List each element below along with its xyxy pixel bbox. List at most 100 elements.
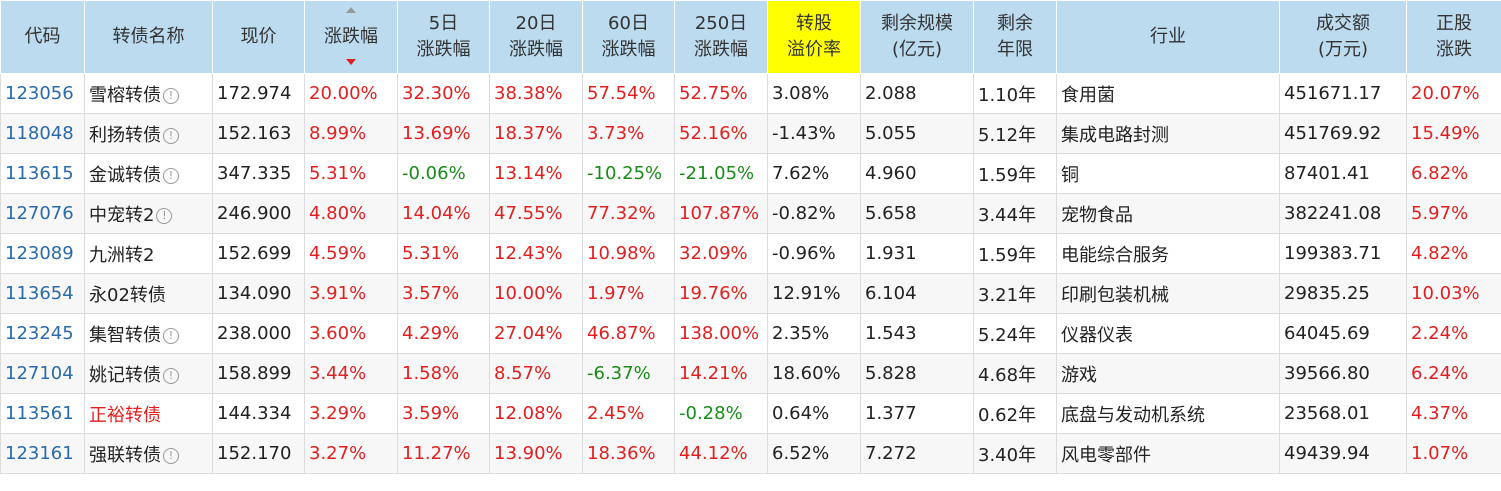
cell-volume-text: 199383.71 bbox=[1284, 243, 1382, 264]
cell-volume: 199383.71 bbox=[1279, 233, 1407, 274]
cell-name[interactable]: 雪榕转债! bbox=[84, 73, 213, 114]
table-row[interactable]: 123245 集智转债! 238.000 3.60% 4.29% 27.04% 46.87%… bbox=[0, 313, 1501, 354]
cell-code-text[interactable]: 113561 bbox=[5, 403, 74, 424]
col-chg250[interactable]: 250日 涨跌幅 bbox=[674, 0, 768, 74]
cell-code-text[interactable]: 113654 bbox=[5, 283, 74, 304]
cell-years-text: 4.68年 bbox=[978, 364, 1037, 386]
cell-name[interactable]: 永02转债 bbox=[84, 273, 213, 314]
cell-chg5: 1.58% bbox=[397, 353, 490, 394]
col-premium[interactable]: 转股 溢价率 bbox=[767, 0, 861, 74]
cell-name[interactable]: 姚记转债! bbox=[84, 353, 213, 394]
cell-name-text[interactable]: 金诚转债 bbox=[89, 164, 161, 186]
cell-code-text[interactable]: 123089 bbox=[5, 243, 74, 264]
cell-chg60-text: 57.54% bbox=[587, 83, 656, 104]
cell-code-text[interactable]: 113615 bbox=[5, 163, 74, 184]
cell-code-text[interactable]: 127104 bbox=[5, 363, 74, 384]
cell-change-text: 5.31% bbox=[309, 163, 367, 184]
cell-name-text[interactable]: 中宠转2 bbox=[89, 204, 155, 226]
cell-name-text[interactable]: 永02转债 bbox=[89, 284, 166, 306]
cell-industry: 风电零部件 bbox=[1056, 433, 1280, 474]
cell-code[interactable]: 118048 bbox=[0, 113, 85, 154]
col-name[interactable]: 转债名称 bbox=[84, 0, 213, 74]
cell-code[interactable]: 127104 bbox=[0, 353, 85, 394]
info-icon[interactable]: ! bbox=[163, 167, 179, 184]
col-volume[interactable]: 成交额 (万元) bbox=[1279, 0, 1407, 74]
cell-code[interactable]: 123161 bbox=[0, 433, 85, 474]
cell-code-text[interactable]: 118048 bbox=[5, 123, 74, 144]
cell-chg20: 18.37% bbox=[489, 113, 583, 154]
cell-chg60-text: 1.97% bbox=[587, 283, 645, 304]
col-chg20[interactable]: 20日 涨跌幅 bbox=[489, 0, 583, 74]
cell-stock-change-text: 4.37% bbox=[1411, 403, 1469, 424]
col-chg5[interactable]: 5日 涨跌幅 bbox=[397, 0, 490, 74]
cell-stock-change: 20.07% bbox=[1406, 73, 1501, 114]
cell-years: 3.21年 bbox=[973, 273, 1057, 314]
info-icon[interactable]: ! bbox=[163, 367, 179, 384]
cell-name[interactable]: 强联转债! bbox=[84, 433, 213, 474]
cell-name[interactable]: 集智转债! bbox=[84, 313, 213, 354]
cell-chg250: -0.28% bbox=[674, 393, 768, 434]
col-code[interactable]: 代码 bbox=[0, 0, 85, 74]
table-row[interactable]: 118048 利扬转债! 152.163 8.99% 13.69% 18.37% 3.73%… bbox=[0, 113, 1501, 154]
bond-table: 代码 转债名称 现价 涨跌幅 5日 涨跌幅 20日 涨跌幅 60日 涨跌幅 250日涨… bbox=[0, 0, 1501, 474]
cell-name-text[interactable]: 雪榕转债 bbox=[89, 84, 161, 106]
cell-code-text[interactable]: 127076 bbox=[5, 203, 74, 224]
cell-scale: 4.960 bbox=[860, 153, 974, 194]
cell-code[interactable]: 113654 bbox=[0, 273, 85, 314]
cell-name-text[interactable]: 利扬转债 bbox=[89, 124, 161, 146]
info-icon[interactable]: ! bbox=[163, 327, 179, 344]
cell-scale: 5.658 bbox=[860, 193, 974, 234]
cell-premium: 0.64% bbox=[767, 393, 861, 434]
cell-code[interactable]: 123089 bbox=[0, 233, 85, 274]
table-row[interactable]: 123056 雪榕转债! 172.974 20.00% 32.30% 38.38% 57.5… bbox=[0, 73, 1501, 114]
info-icon[interactable]: ! bbox=[163, 447, 179, 464]
cell-name-text[interactable]: 强联转债 bbox=[89, 444, 161, 466]
col-change[interactable]: 涨跌幅 bbox=[304, 0, 398, 74]
table-row[interactable]: 127076 中宠转2! 246.900 4.80% 14.04% 47.55% 77.32… bbox=[0, 193, 1501, 234]
info-icon[interactable]: ! bbox=[156, 207, 173, 224]
cell-code[interactable]: 127076 bbox=[0, 193, 85, 234]
table-row[interactable]: 113615 金诚转债! 347.335 5.31% -0.06% 13.14% -10.2… bbox=[0, 153, 1501, 194]
cell-name[interactable]: 正裕转债 bbox=[84, 393, 213, 434]
cell-chg250-text: -21.05% bbox=[679, 163, 755, 184]
cell-name[interactable]: 利扬转债! bbox=[84, 113, 213, 154]
cell-chg5-text: 3.57% bbox=[402, 283, 460, 304]
cell-code-text[interactable]: 123161 bbox=[5, 443, 74, 464]
cell-years-text: 5.24年 bbox=[978, 324, 1037, 346]
cell-name[interactable]: 中宠转2! bbox=[84, 193, 213, 234]
table-row[interactable]: 113654 永02转债 134.090 3.91% 3.57% 10.00% 1.97% 1… bbox=[0, 273, 1501, 314]
cell-volume: 23568.01 bbox=[1279, 393, 1407, 434]
cell-code[interactable]: 113615 bbox=[0, 153, 85, 194]
col-industry[interactable]: 行业 bbox=[1056, 0, 1280, 74]
cell-name-text[interactable]: 集智转债 bbox=[89, 324, 161, 346]
table-row[interactable]: 123161 强联转债! 152.170 3.27% 11.27% 13.90% 18.36… bbox=[0, 433, 1501, 474]
table-row[interactable]: 123089 九洲转2 152.699 4.59% 5.31% 12.43% 10.98% 3… bbox=[0, 233, 1501, 274]
col-stock-change[interactable]: 正股 涨跌 bbox=[1406, 0, 1501, 74]
cell-years-text: 1.59年 bbox=[978, 164, 1037, 186]
cell-code-text[interactable]: 123245 bbox=[5, 323, 74, 344]
table-row[interactable]: 113561 正裕转债 144.334 3.29% 3.59% 12.08% 2.45% -0… bbox=[0, 393, 1501, 434]
cell-chg250: 107.87% bbox=[674, 193, 768, 234]
col-price[interactable]: 现价 bbox=[212, 0, 305, 74]
col-scale[interactable]: 剩余规模 (亿元) bbox=[860, 0, 974, 74]
cell-price: 158.899 bbox=[212, 353, 305, 394]
cell-code[interactable]: 113561 bbox=[0, 393, 85, 434]
cell-stock-change-text: 1.07% bbox=[1411, 443, 1469, 464]
info-icon[interactable]: ! bbox=[163, 127, 179, 144]
table-row[interactable]: 127104 姚记转债! 158.899 3.44% 1.58% 8.57% -6.37% 1… bbox=[0, 353, 1501, 394]
cell-code[interactable]: 123056 bbox=[0, 73, 85, 114]
cell-chg5-text: 3.59% bbox=[402, 403, 460, 424]
col-chg60[interactable]: 60日 涨跌幅 bbox=[582, 0, 675, 74]
cell-name-text[interactable]: 正裕转债 bbox=[89, 404, 161, 426]
cell-scale: 1.543 bbox=[860, 313, 974, 354]
cell-code-text[interactable]: 123056 bbox=[5, 83, 74, 104]
info-icon[interactable]: ! bbox=[163, 87, 179, 104]
col-years[interactable]: 剩余 年限 bbox=[973, 0, 1057, 74]
cell-name[interactable]: 九洲转2 bbox=[84, 233, 213, 274]
cell-code[interactable]: 123245 bbox=[0, 313, 85, 354]
cell-name[interactable]: 金诚转债! bbox=[84, 153, 213, 194]
cell-premium: 6.52% bbox=[767, 433, 861, 474]
cell-name-text[interactable]: 姚记转债 bbox=[89, 364, 161, 386]
cell-name-text[interactable]: 九洲转2 bbox=[89, 244, 155, 266]
cell-chg5: 13.69% bbox=[397, 113, 490, 154]
